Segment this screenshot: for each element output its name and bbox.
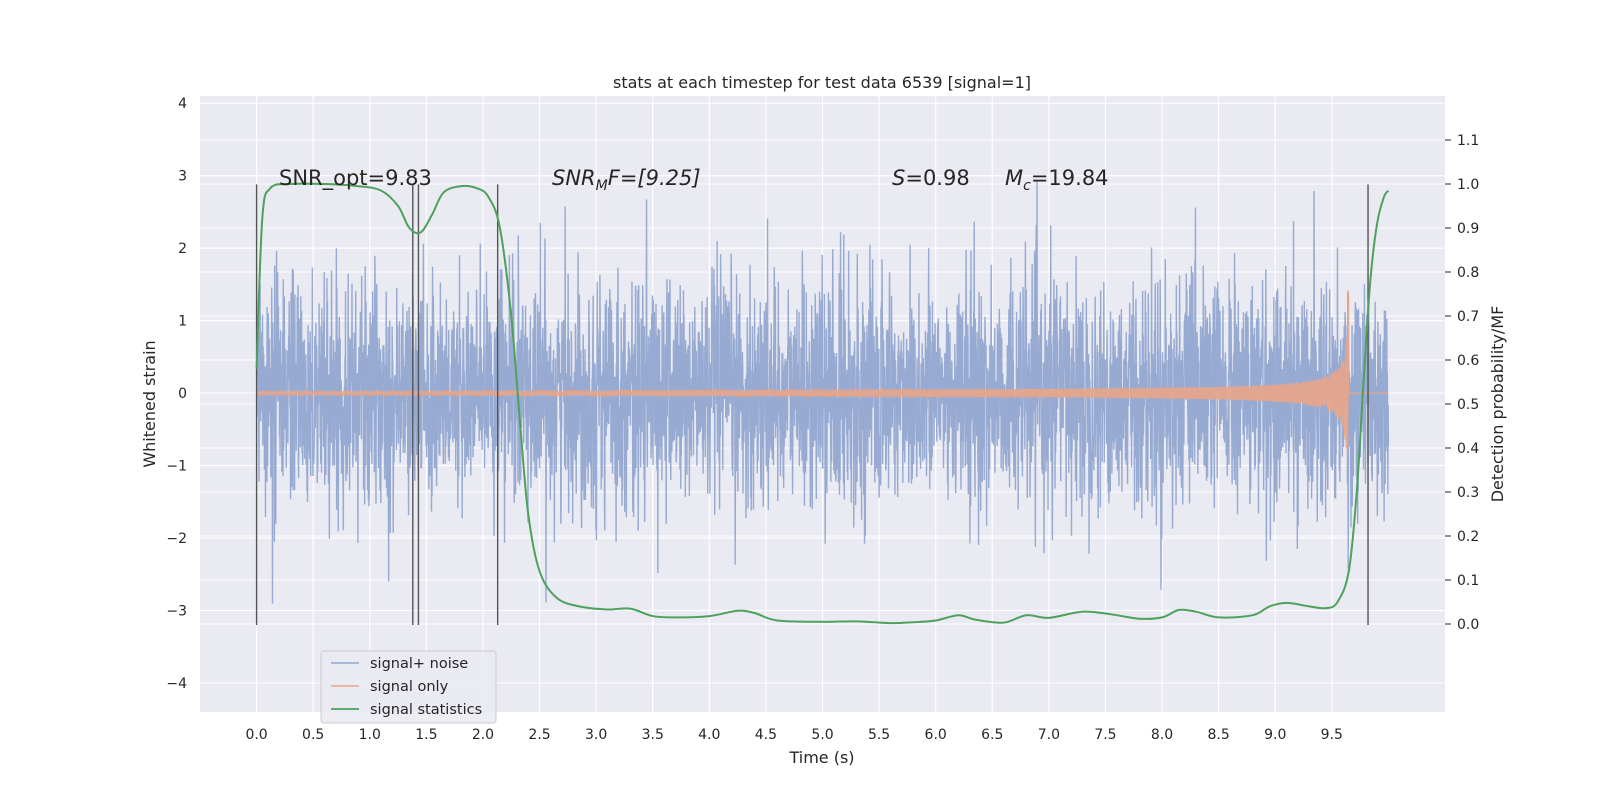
- annotation-mc-value: =19.84: [1031, 166, 1109, 190]
- annotation-snr-mf: SNRMF=[9.25]: [552, 166, 701, 194]
- y-right-tick-label-9: 0.2: [1457, 529, 1479, 545]
- legend-label-signal-noise: signal+ noise: [370, 656, 468, 672]
- x-tick-label-0: 0.0: [245, 727, 267, 743]
- y-tick-label-0: 4: [178, 96, 187, 112]
- vertical-markers: [255, 184, 1369, 626]
- y-axis-right-label: Detection probability/MF: [1488, 306, 1507, 503]
- x-tick-label-5: 2.5: [528, 727, 550, 743]
- y-right-tick-label-11: 0.0: [1457, 617, 1479, 633]
- x-tick-label-12: 6.0: [925, 727, 947, 743]
- x-tick-label-18: 9.0: [1264, 727, 1286, 743]
- x-tick-label-7: 3.5: [642, 727, 664, 743]
- x-tick-label-2: 1.0: [359, 727, 381, 743]
- y-tick-label-4: 0: [178, 386, 187, 402]
- x-tick-label-6: 3.0: [585, 727, 607, 743]
- x-tick-label-15: 7.5: [1094, 727, 1116, 743]
- signal-only-line: [256, 290, 1389, 458]
- x-tick-label-8: 4.0: [698, 727, 720, 743]
- annotation-s-symbol: S: [892, 166, 905, 190]
- legend: signal+ noise signal only signal statist…: [320, 650, 497, 724]
- legend-label-signal-statistics: signal statistics: [370, 702, 482, 718]
- x-tick-label-13: 6.5: [981, 727, 1003, 743]
- x-tick-label-10: 5.0: [811, 727, 833, 743]
- y-axis-label: Whitened strain: [140, 340, 159, 467]
- annotation-mc-symbol: M: [1005, 166, 1023, 190]
- y-right-tick-label-10: 0.1: [1457, 573, 1479, 589]
- x-tick-label-9: 4.5: [755, 727, 777, 743]
- y-tick-label-1: 3: [178, 169, 187, 185]
- x-axis-label: Time (s): [788, 748, 854, 767]
- x-tick-label-4: 2.0: [472, 727, 494, 743]
- x-tick-label-14: 7.0: [1038, 727, 1060, 743]
- y-axis-right-ticks: 1.1 1.0 0.9 0.8 0.7 0.6 0.5 0.4 0.3 0.2 0.1 0.0: [1445, 133, 1479, 633]
- x-tick-label-19: 9.5: [1321, 727, 1343, 743]
- y-tick-label-3: 1: [178, 314, 187, 330]
- y-right-tick-label-2: 0.9: [1457, 221, 1479, 237]
- signal-statistics-line: [255, 182, 1390, 625]
- annotation-s: S=0.98: [892, 166, 970, 190]
- annotation-mc-subscript: c: [1023, 178, 1031, 194]
- legend-box: [320, 650, 497, 724]
- x-tick-label-17: 8.5: [1208, 727, 1230, 743]
- x-tick-label-16: 8.0: [1151, 727, 1173, 743]
- annotation-snr-mf-value: F=[9.25]: [608, 166, 701, 190]
- y-tick-label-6: −2: [166, 531, 187, 547]
- y-right-tick-label-0: 1.1: [1457, 133, 1479, 149]
- y-right-tick-label-3: 0.8: [1457, 265, 1479, 281]
- x-tick-label-11: 5.5: [868, 727, 890, 743]
- annotation-mc: Mc=19.84: [1005, 166, 1109, 194]
- annotation-snr-mf-subscript: M: [596, 178, 608, 194]
- y-right-tick-label-1: 1.0: [1457, 177, 1479, 193]
- chart-title: stats at each timestep for test data 653…: [613, 73, 1031, 92]
- x-tick-label-1: 0.5: [302, 727, 324, 743]
- y-right-tick-label-8: 0.3: [1457, 485, 1479, 501]
- signal-statistics-series: [255, 182, 1390, 625]
- annotation-snr-opt: SNR_opt=9.83: [279, 166, 432, 191]
- y-right-tick-label-4: 0.7: [1457, 309, 1479, 325]
- y-tick-label-7: −3: [166, 604, 187, 620]
- y-tick-label-2: 2: [178, 241, 187, 257]
- x-tick-label-3: 1.5: [415, 727, 437, 743]
- annotation-s-value: =0.98: [905, 166, 969, 190]
- y-tick-label-5: −1: [166, 459, 187, 475]
- y-axis-ticks: 4 3 2 1 0 −1 −2 −3 −4: [166, 96, 187, 692]
- annotation-snr-mf-symbol: SNR: [552, 166, 596, 190]
- y-tick-label-8: −4: [166, 676, 187, 692]
- signal-only-series: [256, 290, 1389, 458]
- y-right-tick-label-7: 0.4: [1457, 441, 1479, 457]
- y-right-tick-label-5: 0.6: [1457, 353, 1479, 369]
- x-axis-ticks: 0.0 0.5 1.0 1.5 2.0 2.5 3.0 3.5 4.0 4.5 5.0 5.5 6.0 6…: [245, 727, 1342, 743]
- legend-label-signal-only: signal only: [370, 679, 449, 695]
- y-right-tick-label-6: 0.5: [1457, 397, 1479, 413]
